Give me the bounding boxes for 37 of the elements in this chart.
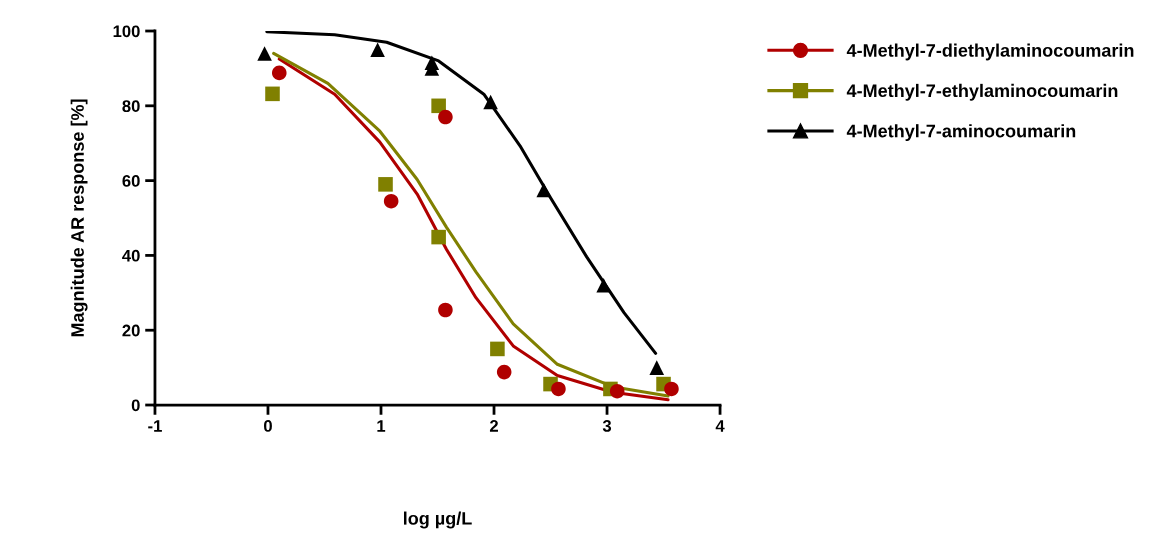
point	[431, 98, 446, 114]
point	[490, 341, 505, 357]
point	[596, 278, 611, 293]
x-tick-label: 4	[715, 420, 725, 432]
y-tick-label: 40	[122, 249, 140, 262]
point	[272, 65, 287, 81]
y-tick-label: 100	[113, 25, 140, 38]
point	[383, 193, 399, 209]
y-tick-label: 80	[122, 100, 140, 113]
x-tick-label: -1	[148, 420, 162, 432]
x-tick-label: 3	[602, 420, 612, 432]
point	[483, 94, 498, 110]
y-tick-label: 0	[131, 399, 140, 412]
point	[378, 177, 393, 192]
point	[609, 383, 625, 399]
point	[438, 302, 453, 318]
point	[370, 42, 385, 57]
y-tick-label: 60	[122, 175, 140, 187]
x-axis-title: log µg/L	[403, 511, 472, 529]
point	[551, 381, 566, 397]
legend-label: 4-Methyl-7-aminocoumarin	[846, 124, 1076, 141]
point	[257, 46, 272, 61]
point	[536, 182, 552, 198]
line-series	[265, 31, 658, 355]
y-axis-title: Magnitude AR response [%]	[70, 99, 88, 337]
x-tick-label: 1	[377, 420, 386, 432]
x-tick-label: 0	[264, 420, 272, 432]
point	[431, 229, 446, 245]
point	[664, 381, 679, 397]
legend-label: 4-Methyl-7-diethylaminocoumarin	[846, 43, 1134, 61]
point	[649, 360, 665, 375]
point	[496, 364, 512, 380]
y-tick-label: 20	[122, 324, 140, 337]
x-tick-label: 2	[489, 420, 498, 432]
legend-label: 4-Methyl-7-ethylaminocoumarin	[846, 83, 1118, 101]
point	[265, 86, 280, 102]
point	[438, 109, 453, 125]
